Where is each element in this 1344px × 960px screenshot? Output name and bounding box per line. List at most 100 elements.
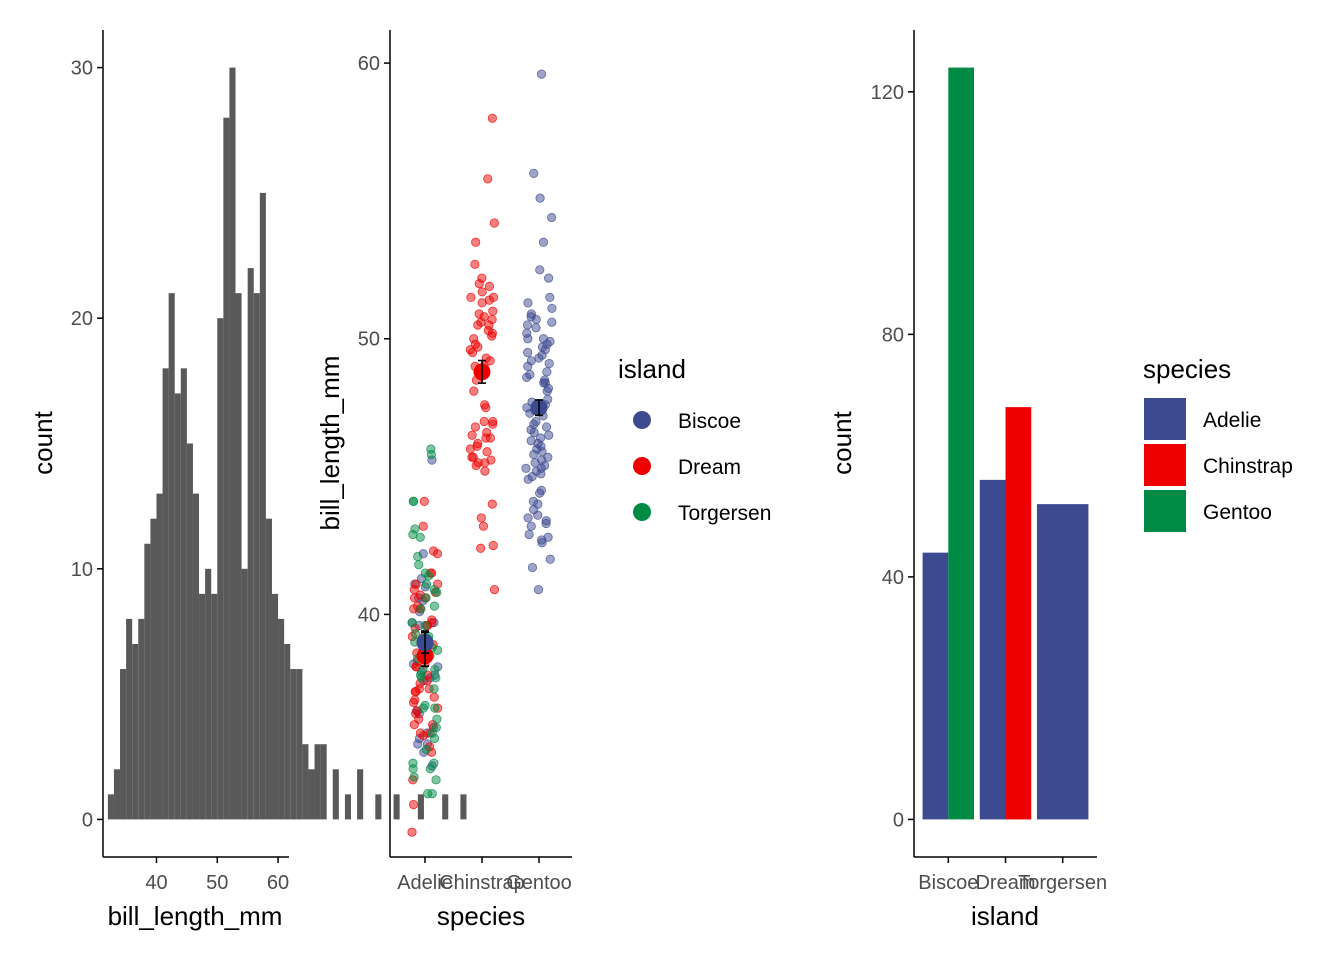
species-legend: species Adelie Chinstrap Gentoo — [1143, 354, 1293, 532]
scatter-point — [430, 664, 440, 675]
scatter-x-tick-label: Gentoo — [506, 872, 572, 894]
scatter-points — [407, 69, 557, 837]
scatter-point — [489, 218, 499, 228]
island-legend-title: island — [618, 354, 686, 384]
island-legend-label: Dream — [678, 456, 741, 479]
scatter-point — [487, 499, 497, 509]
scatter-point — [478, 521, 489, 531]
scatter-point — [483, 174, 493, 184]
island-x-tick-label: Torgersen — [1018, 872, 1107, 894]
histogram-bar — [314, 744, 321, 820]
histogram-y-tick-label: 10 — [71, 559, 93, 581]
scatter-point — [536, 69, 547, 79]
scatter-point — [528, 496, 538, 506]
scatter-point — [541, 422, 552, 432]
histogram-bar — [192, 493, 200, 820]
histogram-bar — [442, 794, 449, 820]
scatter-point — [421, 744, 431, 755]
histogram-bar — [150, 518, 157, 820]
histogram-bars — [107, 67, 467, 820]
histogram-bar — [217, 318, 224, 820]
species-legend-label: Chinstrap — [1203, 455, 1293, 478]
histogram-x-tick-label: 60 — [267, 872, 289, 894]
histogram-bar — [271, 593, 279, 820]
scatter-point — [545, 292, 555, 302]
scatter-point — [527, 562, 538, 573]
species-legend-label: Gentoo — [1203, 501, 1272, 524]
scatter-point — [537, 447, 547, 457]
scatter-point — [487, 331, 497, 341]
histogram-bar — [168, 293, 175, 820]
histogram-bar — [132, 643, 139, 820]
scatter-point — [484, 320, 494, 330]
histogram-bar — [302, 744, 309, 820]
scatter-point — [469, 386, 479, 396]
histogram-bar — [375, 794, 382, 820]
scatter-y-tick-label: 40 — [358, 604, 380, 626]
scatter-point — [430, 703, 440, 713]
scatter-point — [470, 422, 480, 432]
histogram-bar — [344, 794, 351, 820]
histogram-axes: 0 10 20 30 40 50 60 — [71, 30, 289, 894]
histogram-bar — [320, 744, 327, 820]
island-bar — [979, 479, 1006, 820]
scatter-point — [524, 529, 534, 540]
scatter-point — [482, 447, 492, 457]
scatter-point — [431, 775, 441, 785]
histogram-bar — [393, 794, 400, 820]
scatter-point — [477, 298, 487, 308]
histogram-bar — [174, 393, 181, 820]
scatter-point — [427, 788, 437, 799]
scatter-point — [523, 334, 533, 344]
histogram-bar — [138, 618, 145, 820]
scatter-point — [542, 367, 552, 377]
scatter-point — [408, 496, 418, 506]
scatter-point — [481, 403, 491, 413]
scatter-point — [429, 692, 439, 702]
histogram-bar — [199, 593, 206, 820]
scatter-point — [413, 551, 423, 562]
scatter-point — [531, 314, 541, 325]
scatter-point — [521, 463, 531, 473]
scatter-point — [416, 673, 427, 683]
histogram-panel: 0 10 20 30 40 50 60 bill_length_mm count — [28, 30, 467, 931]
species-legend-key — [1144, 490, 1186, 532]
histogram-bar — [126, 618, 133, 820]
histogram-x-tick-label: 40 — [145, 872, 167, 894]
island-y-tick-label: 40 — [882, 567, 904, 589]
scatter-point — [408, 529, 418, 540]
scatter-point — [489, 585, 500, 595]
histogram-bar — [211, 593, 218, 820]
scatter-point — [409, 593, 420, 603]
scatter-point — [415, 728, 426, 738]
histogram-bar — [308, 769, 315, 820]
scatter-point — [523, 513, 533, 523]
scatter-point — [488, 540, 498, 551]
scatter-point — [408, 800, 419, 810]
scatter-point — [409, 772, 419, 782]
histogram-bar — [120, 669, 127, 820]
histogram-bar — [460, 794, 467, 820]
scatter-point — [420, 568, 431, 578]
scatter-point — [407, 827, 417, 837]
species-legend-title: species — [1143, 354, 1231, 384]
species-legend-label: Adelie — [1203, 409, 1261, 432]
histogram-bar — [229, 67, 236, 820]
histogram-bar — [107, 794, 114, 820]
scatter-point — [535, 193, 545, 203]
scatter-point — [468, 452, 478, 462]
scatter-y-title: bill_length_mm — [315, 356, 345, 531]
histogram-x-tick-label: 50 — [206, 872, 228, 894]
scatter-point — [479, 416, 489, 427]
scatter-point — [465, 444, 475, 454]
scatter-point — [480, 466, 490, 476]
scatter-point — [409, 698, 419, 708]
scatter-point — [416, 604, 426, 614]
histogram-x-title: bill_length_mm — [108, 901, 283, 931]
scatter-point — [409, 720, 419, 730]
scatter-point — [522, 320, 533, 330]
scatter-point — [538, 237, 549, 247]
histogram-bar — [296, 669, 303, 820]
